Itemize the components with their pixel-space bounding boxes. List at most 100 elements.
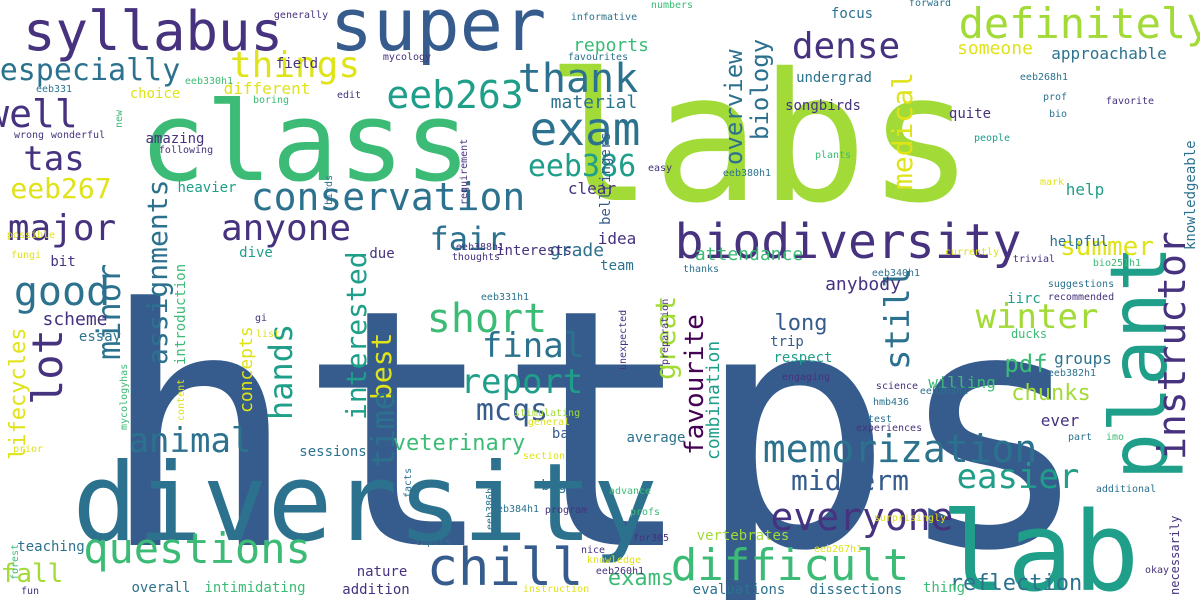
word-medical: medical — [886, 72, 919, 190]
word-mycologyhas: mycologyhas — [119, 364, 130, 430]
word-tas: tas — [23, 139, 84, 179]
word-edit: edit — [337, 90, 361, 101]
word-dive: dive — [239, 245, 273, 261]
word-trivial: trivial — [1013, 254, 1055, 265]
word-focus: focus — [831, 6, 873, 22]
word-help: help — [1066, 180, 1105, 199]
word-bio251h1: bio251h1 — [1093, 258, 1141, 269]
word-someone: someone — [957, 38, 1033, 59]
word-prof: prof — [1043, 92, 1067, 103]
word-well: well — [0, 92, 78, 136]
word-assignments: assignments — [141, 180, 174, 365]
word-eeb263h1: eeb263h1 — [920, 386, 968, 397]
word-things: things — [230, 45, 360, 86]
word-science: science — [876, 381, 918, 392]
word-gi: gi — [255, 313, 267, 324]
word-favourite: favourite — [680, 314, 710, 455]
word-reflection: reflection — [950, 571, 1082, 596]
word-knowledgeable: knowledgeable — [1183, 140, 1199, 250]
word-concepts: concepts — [236, 326, 257, 413]
word-final: final — [482, 326, 584, 366]
word-different: different — [224, 79, 311, 98]
word-pdf: pdf — [1004, 350, 1047, 378]
word-quite: quite — [949, 106, 991, 122]
word-clear: clear — [568, 179, 617, 198]
word-best: best — [365, 333, 398, 400]
word-eeb330h1: eeb330h1 — [185, 76, 233, 87]
word-combination: combination — [703, 341, 724, 460]
word-forest: forest — [10, 544, 21, 580]
word-groups: groups — [1054, 349, 1112, 368]
word-eeb388h1: eeb388h1 — [456, 242, 504, 253]
word-heavier: heavier — [177, 180, 236, 196]
word-eeb267h1: eeb267h1 — [814, 544, 862, 555]
word-mcqs: mcqs — [476, 393, 548, 428]
word-section: section — [523, 451, 565, 462]
word-favourites: favourites — [568, 52, 628, 63]
word-bio: bio — [1049, 109, 1067, 120]
word-requirement: requirement — [459, 139, 470, 205]
word-scheme: scheme — [42, 309, 107, 330]
word-recommended: recommended — [1048, 292, 1114, 303]
word-sessions: sessions — [299, 444, 366, 460]
word-lifecycles: lifecycles — [6, 328, 31, 460]
word-surprisingly: surprisingly — [874, 513, 946, 524]
word-amazing: amazing — [145, 131, 204, 147]
word-ever: ever — [1041, 411, 1080, 430]
word-necessarily: necessarily — [1168, 516, 1182, 595]
word-informative: informative — [571, 12, 637, 23]
word-conservation: conservation — [251, 175, 526, 219]
word-for305: for305 — [633, 533, 669, 544]
word-program: program — [545, 505, 587, 516]
word-okay: okay — [1145, 565, 1169, 576]
word-generally: generally — [274, 10, 328, 21]
word-experiences: experiences — [856, 423, 922, 434]
word-easier: easier — [957, 457, 1080, 497]
word-songbirds: songbirds — [785, 98, 861, 114]
word-chunks: chunks — [1011, 381, 1090, 406]
word-difficult: difficult — [671, 540, 909, 591]
word-anyone: anyone — [221, 208, 351, 249]
word-due: due — [369, 246, 394, 262]
word-fair: fair — [429, 220, 506, 258]
word-eeb386h1: eeb386h1 — [485, 482, 496, 530]
word-thank: thank — [518, 56, 638, 102]
word-bit: bit — [50, 254, 75, 270]
word-labs: labs — [546, 35, 975, 242]
word-attendance: attendance — [695, 244, 803, 265]
word-average: average — [626, 430, 685, 446]
word-especially: especially — [0, 53, 180, 88]
word-eeb340h1: eeb340h1 — [872, 268, 920, 279]
word-syllabus: syllabus — [23, 0, 283, 63]
word-thing: thing — [923, 580, 965, 596]
word-nice: nice — [581, 545, 605, 556]
word-willing: willing — [928, 373, 995, 392]
word-addition: addition — [342, 582, 409, 598]
word-birds: birds — [324, 175, 335, 205]
word-veterinary: veterinary — [393, 431, 525, 456]
word-big: big — [541, 478, 566, 494]
word-lab: lab — [941, 488, 1140, 600]
word-part: part — [1068, 432, 1092, 443]
word-anybody: anybody — [825, 274, 901, 295]
word-eeb331h1: eeb331h1 — [481, 292, 529, 303]
word-class: class — [139, 78, 470, 206]
word-major: major — [8, 208, 116, 249]
word-team: team — [600, 258, 634, 274]
word-eeb384h1: eeb384h1 — [491, 504, 539, 515]
word-animal: animal — [129, 421, 252, 461]
word-content: content — [176, 379, 187, 421]
word-eeb386: eeb386 — [528, 149, 636, 184]
word-currently: currently — [945, 247, 999, 258]
word-thoughts: thoughts — [452, 252, 500, 263]
word-instructor: instructor — [1150, 231, 1194, 460]
word-fun: fun — [21, 586, 39, 597]
word-long: long — [775, 311, 828, 336]
word-new: new — [114, 109, 125, 128]
word-undergrad: undergrad — [796, 70, 872, 86]
word-suggestions: suggestions — [1048, 279, 1114, 290]
word-ducks: ducks — [1011, 327, 1047, 341]
word-facts: facts — [403, 468, 414, 498]
word-eeb331: eeb331 — [36, 84, 72, 95]
